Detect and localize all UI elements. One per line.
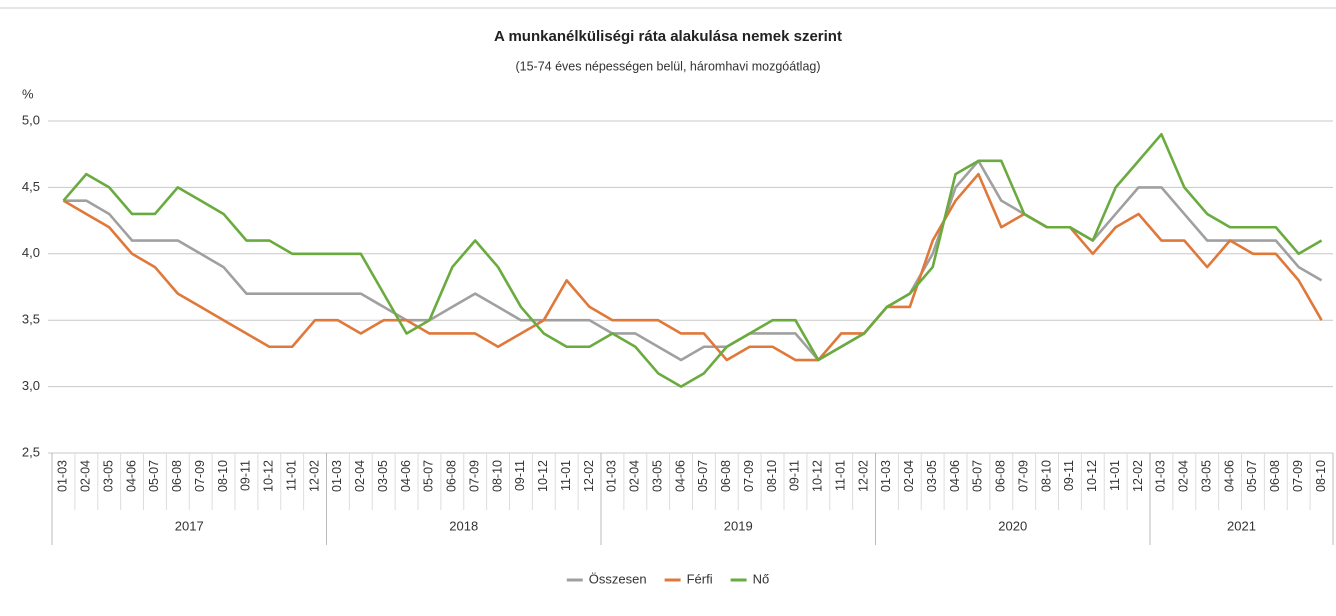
x-tick-label: 01-03 [879, 460, 893, 492]
x-tick-label: 11-01 [833, 460, 847, 491]
x-tick-label: 07-09 [1291, 460, 1305, 492]
x-tick-label: 04-06 [673, 460, 687, 492]
x-tick-label: 08-10 [216, 460, 230, 492]
legend-label: Nő [753, 571, 770, 586]
y-tick-label: 2,5 [22, 444, 40, 459]
x-tick-label: 08-10 [1314, 460, 1328, 492]
x-tick-label: 07-09 [1016, 460, 1030, 492]
x-tick-label: 09-11 [788, 460, 802, 491]
x-tick-label: 04-06 [124, 460, 138, 492]
x-tick-label: 12-02 [856, 460, 870, 492]
x-tick-label: 08-10 [1039, 460, 1053, 492]
x-tick-label: 10-12 [811, 460, 825, 492]
x-tick-label: 02-04 [628, 460, 642, 492]
y-tick-label: 3,0 [22, 378, 40, 393]
group-label: 2017 [175, 518, 204, 533]
x-tick-label: 11-01 [1108, 460, 1122, 491]
y-tick-label: 4,5 [22, 179, 40, 194]
x-tick-label: 09-11 [513, 460, 527, 491]
series-line [62, 132, 1323, 388]
x-tick-label: 05-07 [1245, 460, 1259, 492]
x-tick-label: 08-10 [490, 460, 504, 492]
x-tick-label: 10-12 [1085, 460, 1099, 492]
group-label: 2019 [724, 518, 753, 533]
x-tick-label: 08-10 [765, 460, 779, 492]
x-tick-label: 03-05 [101, 460, 115, 492]
x-tick-label: 11-01 [284, 460, 298, 491]
x-tick-label: 02-04 [353, 460, 367, 492]
x-tick-label: 12-02 [307, 460, 321, 492]
x-tick-label: 04-06 [1222, 460, 1236, 492]
x-tick-label: 06-08 [170, 460, 184, 492]
x-tick-label: 02-04 [902, 460, 916, 492]
x-tick-label: 04-06 [948, 460, 962, 492]
x-tick-label: 06-08 [445, 460, 459, 492]
x-tick-label: 09-11 [239, 460, 253, 491]
x-tick-label: 06-08 [719, 460, 733, 492]
chart-title: A munkanélküliségi ráta alakulása nemek … [494, 28, 842, 45]
legend-label: Összesen [589, 571, 647, 586]
x-tick-label: 05-07 [422, 460, 436, 492]
x-tick-label: 01-03 [56, 460, 70, 492]
x-tick-label: 03-05 [650, 460, 664, 492]
x-tick-label: 04-06 [399, 460, 413, 492]
x-tick-label: 06-08 [994, 460, 1008, 492]
x-tick-label: 07-09 [467, 460, 481, 492]
x-tick-label: 05-07 [696, 460, 710, 492]
x-tick-label: 10-12 [536, 460, 550, 492]
y-axis-label: % [22, 86, 34, 101]
x-tick-label: 07-09 [742, 460, 756, 492]
x-tick-label: 05-07 [147, 460, 161, 492]
x-tick-label: 07-09 [193, 460, 207, 492]
x-tick-label: 02-04 [79, 460, 93, 492]
x-tick-label: 03-05 [925, 460, 939, 492]
x-tick-label: 09-11 [1062, 460, 1076, 491]
series-line [63, 159, 1323, 362]
y-tick-label: 4,0 [22, 245, 40, 260]
y-tick-label: 5,0 [22, 112, 40, 127]
group-label: 2020 [998, 518, 1027, 533]
chart-subtitle: (15-74 éves népességen belül, háromhavi … [515, 59, 820, 73]
x-tick-label: 01-03 [330, 460, 344, 492]
y-tick-label: 3,5 [22, 312, 40, 327]
series-line [62, 172, 1323, 362]
x-tick-label: 03-05 [376, 460, 390, 492]
x-tick-label: 01-03 [1154, 460, 1168, 492]
x-tick-label: 02-04 [1177, 460, 1191, 492]
x-tick-label: 03-05 [1199, 460, 1213, 492]
x-tick-label: 11-01 [559, 460, 573, 491]
x-tick-label: 05-07 [971, 460, 985, 492]
legend-label: Férfi [687, 571, 713, 586]
group-label: 2021 [1227, 518, 1256, 533]
group-label: 2018 [449, 518, 478, 533]
x-tick-label: 12-02 [1131, 460, 1145, 492]
x-tick-label: 06-08 [1268, 460, 1282, 492]
x-tick-label: 10-12 [262, 460, 276, 492]
x-tick-label: 01-03 [605, 460, 619, 492]
x-tick-label: 12-02 [582, 460, 596, 492]
